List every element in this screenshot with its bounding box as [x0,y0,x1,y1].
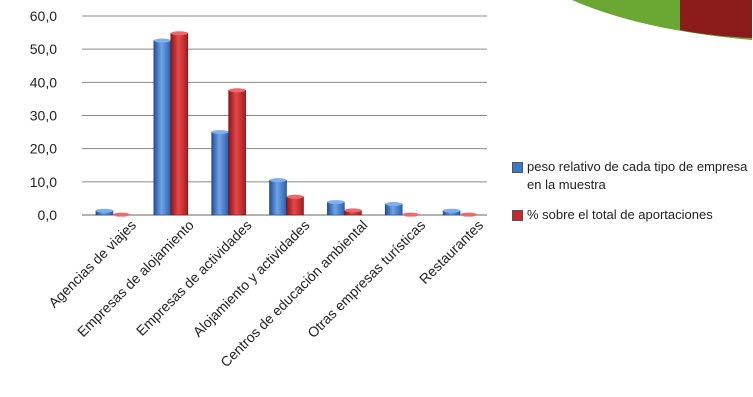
bar-aportaciones [286,196,304,216]
y-tick-label: 50,0 [30,41,57,57]
bar-peso-relativo [211,131,229,216]
bar-cap [327,200,345,205]
bar-cap [286,194,304,199]
legend-item-red: % sobre el total de aportaciones [512,206,752,224]
legend-label-peso-relativo: peso relativo de cada tipo de empresa en… [527,159,748,192]
corner-decoration [572,0,752,40]
bar-cap [269,178,287,183]
y-tick-label: 60,0 [30,8,57,24]
y-tick-label: 10,0 [30,174,57,190]
bar-cap [95,208,113,213]
x-tick-label: Empresas de actividades [133,217,255,339]
legend-item-blue: peso relativo de cada tipo de empresa en… [512,158,752,194]
x-tick-label: Otras empresas turísticas [304,217,428,341]
y-tick-label: 0,0 [38,207,58,223]
y-tick-label: 40,0 [30,74,57,90]
x-tick-label: Alojamiento y actividades [190,217,313,340]
legend-swatch-red [512,210,523,221]
bar-aportaciones [228,89,246,216]
bar-cap [443,208,461,213]
bars [95,31,478,217]
legend: peso relativo de cada tipo de empresa en… [512,158,752,236]
bar-cap [153,38,171,43]
bar-cap [211,130,229,135]
bar-cap [170,31,188,36]
legend-label-aportaciones: % sobre el total de aportaciones [527,207,713,222]
x-tick-label: Empresas de alojamiento [74,217,197,340]
bar-cap [228,88,246,93]
bar-peso-relativo [153,40,172,216]
bar-peso-relativo [269,179,287,216]
bar-cap [344,208,362,213]
legend-swatch-blue [512,162,523,173]
y-tick-label: 20,0 [30,141,57,157]
y-tick-label: 30,0 [30,108,57,124]
y-axis-ticks: 0,0 10,0 20,0 30,0 40,0 50,0 60,0 [30,8,57,223]
bar-aportaciones [170,32,189,216]
bar-cap [402,212,420,217]
bar-cap [112,212,130,217]
bar-cap [385,202,403,207]
bar-cap [460,212,478,217]
